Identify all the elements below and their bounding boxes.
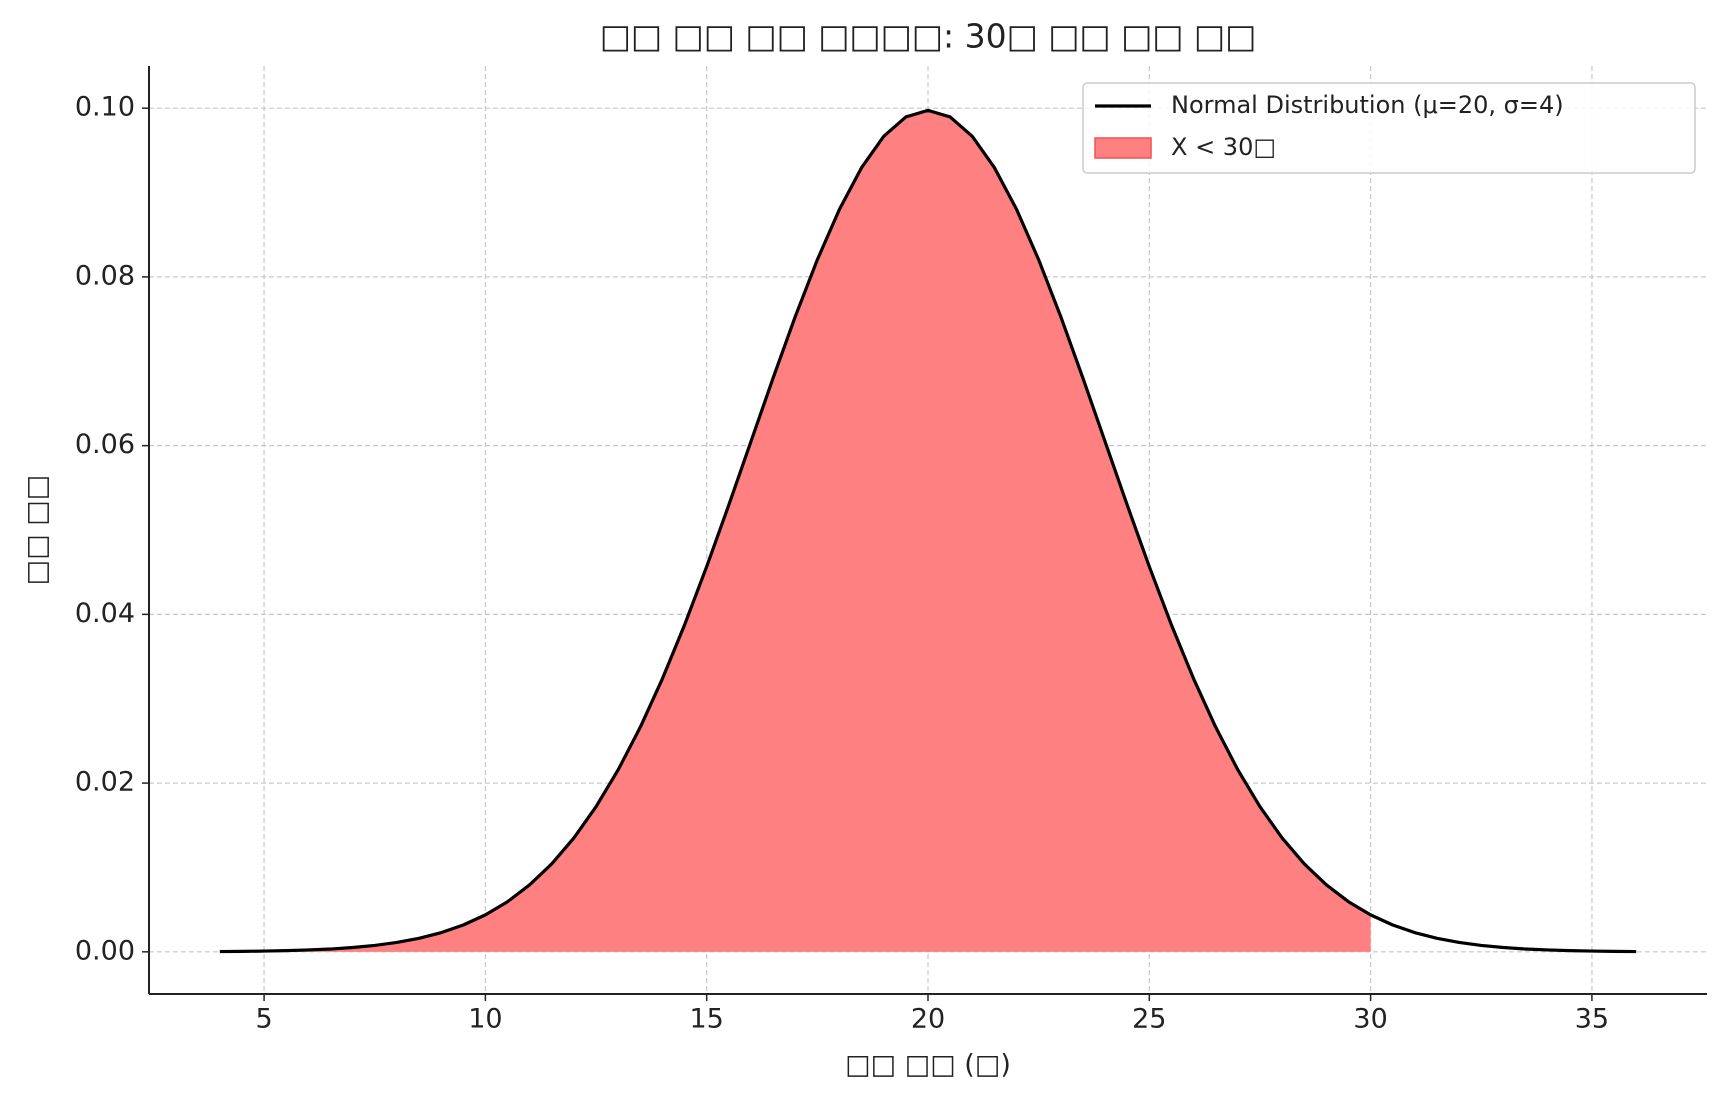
line bbox=[219, 108, 1637, 954]
x-tick-label: 10 bbox=[468, 1004, 502, 1035]
legend-swatch bbox=[1094, 137, 1152, 159]
x-tick-label: 35 bbox=[1575, 1004, 1609, 1035]
x-tick-label: 25 bbox=[1132, 1004, 1166, 1035]
y-tick-label: 0.10 bbox=[75, 92, 135, 123]
chart-title: □□ □□ □□ □□□□: 30□ □□ □□ □□ bbox=[600, 17, 1257, 56]
x-tick-label: 30 bbox=[1353, 1004, 1387, 1035]
x-axis-label: □□ □□ (□) bbox=[845, 1050, 1011, 1081]
x-tick-label: 5 bbox=[255, 1004, 272, 1035]
y-tick-label: 0.06 bbox=[75, 429, 135, 460]
x-tick-label: 20 bbox=[911, 1004, 945, 1035]
y-tick-label: 0.08 bbox=[75, 260, 135, 291]
legend-box bbox=[1082, 82, 1696, 174]
area bbox=[219, 110, 1371, 952]
legend-label: Normal Distribution (μ=20, σ=4) bbox=[1171, 91, 1564, 119]
y-axis-label: □□ □□ bbox=[22, 475, 53, 586]
x-tick-label: 15 bbox=[690, 1004, 724, 1035]
y-tick-label: 0.00 bbox=[75, 935, 135, 966]
legend-label: X < 30□ bbox=[1171, 133, 1276, 161]
y-tick-label: 0.04 bbox=[75, 598, 135, 629]
y-tick-label: 0.02 bbox=[75, 767, 135, 798]
